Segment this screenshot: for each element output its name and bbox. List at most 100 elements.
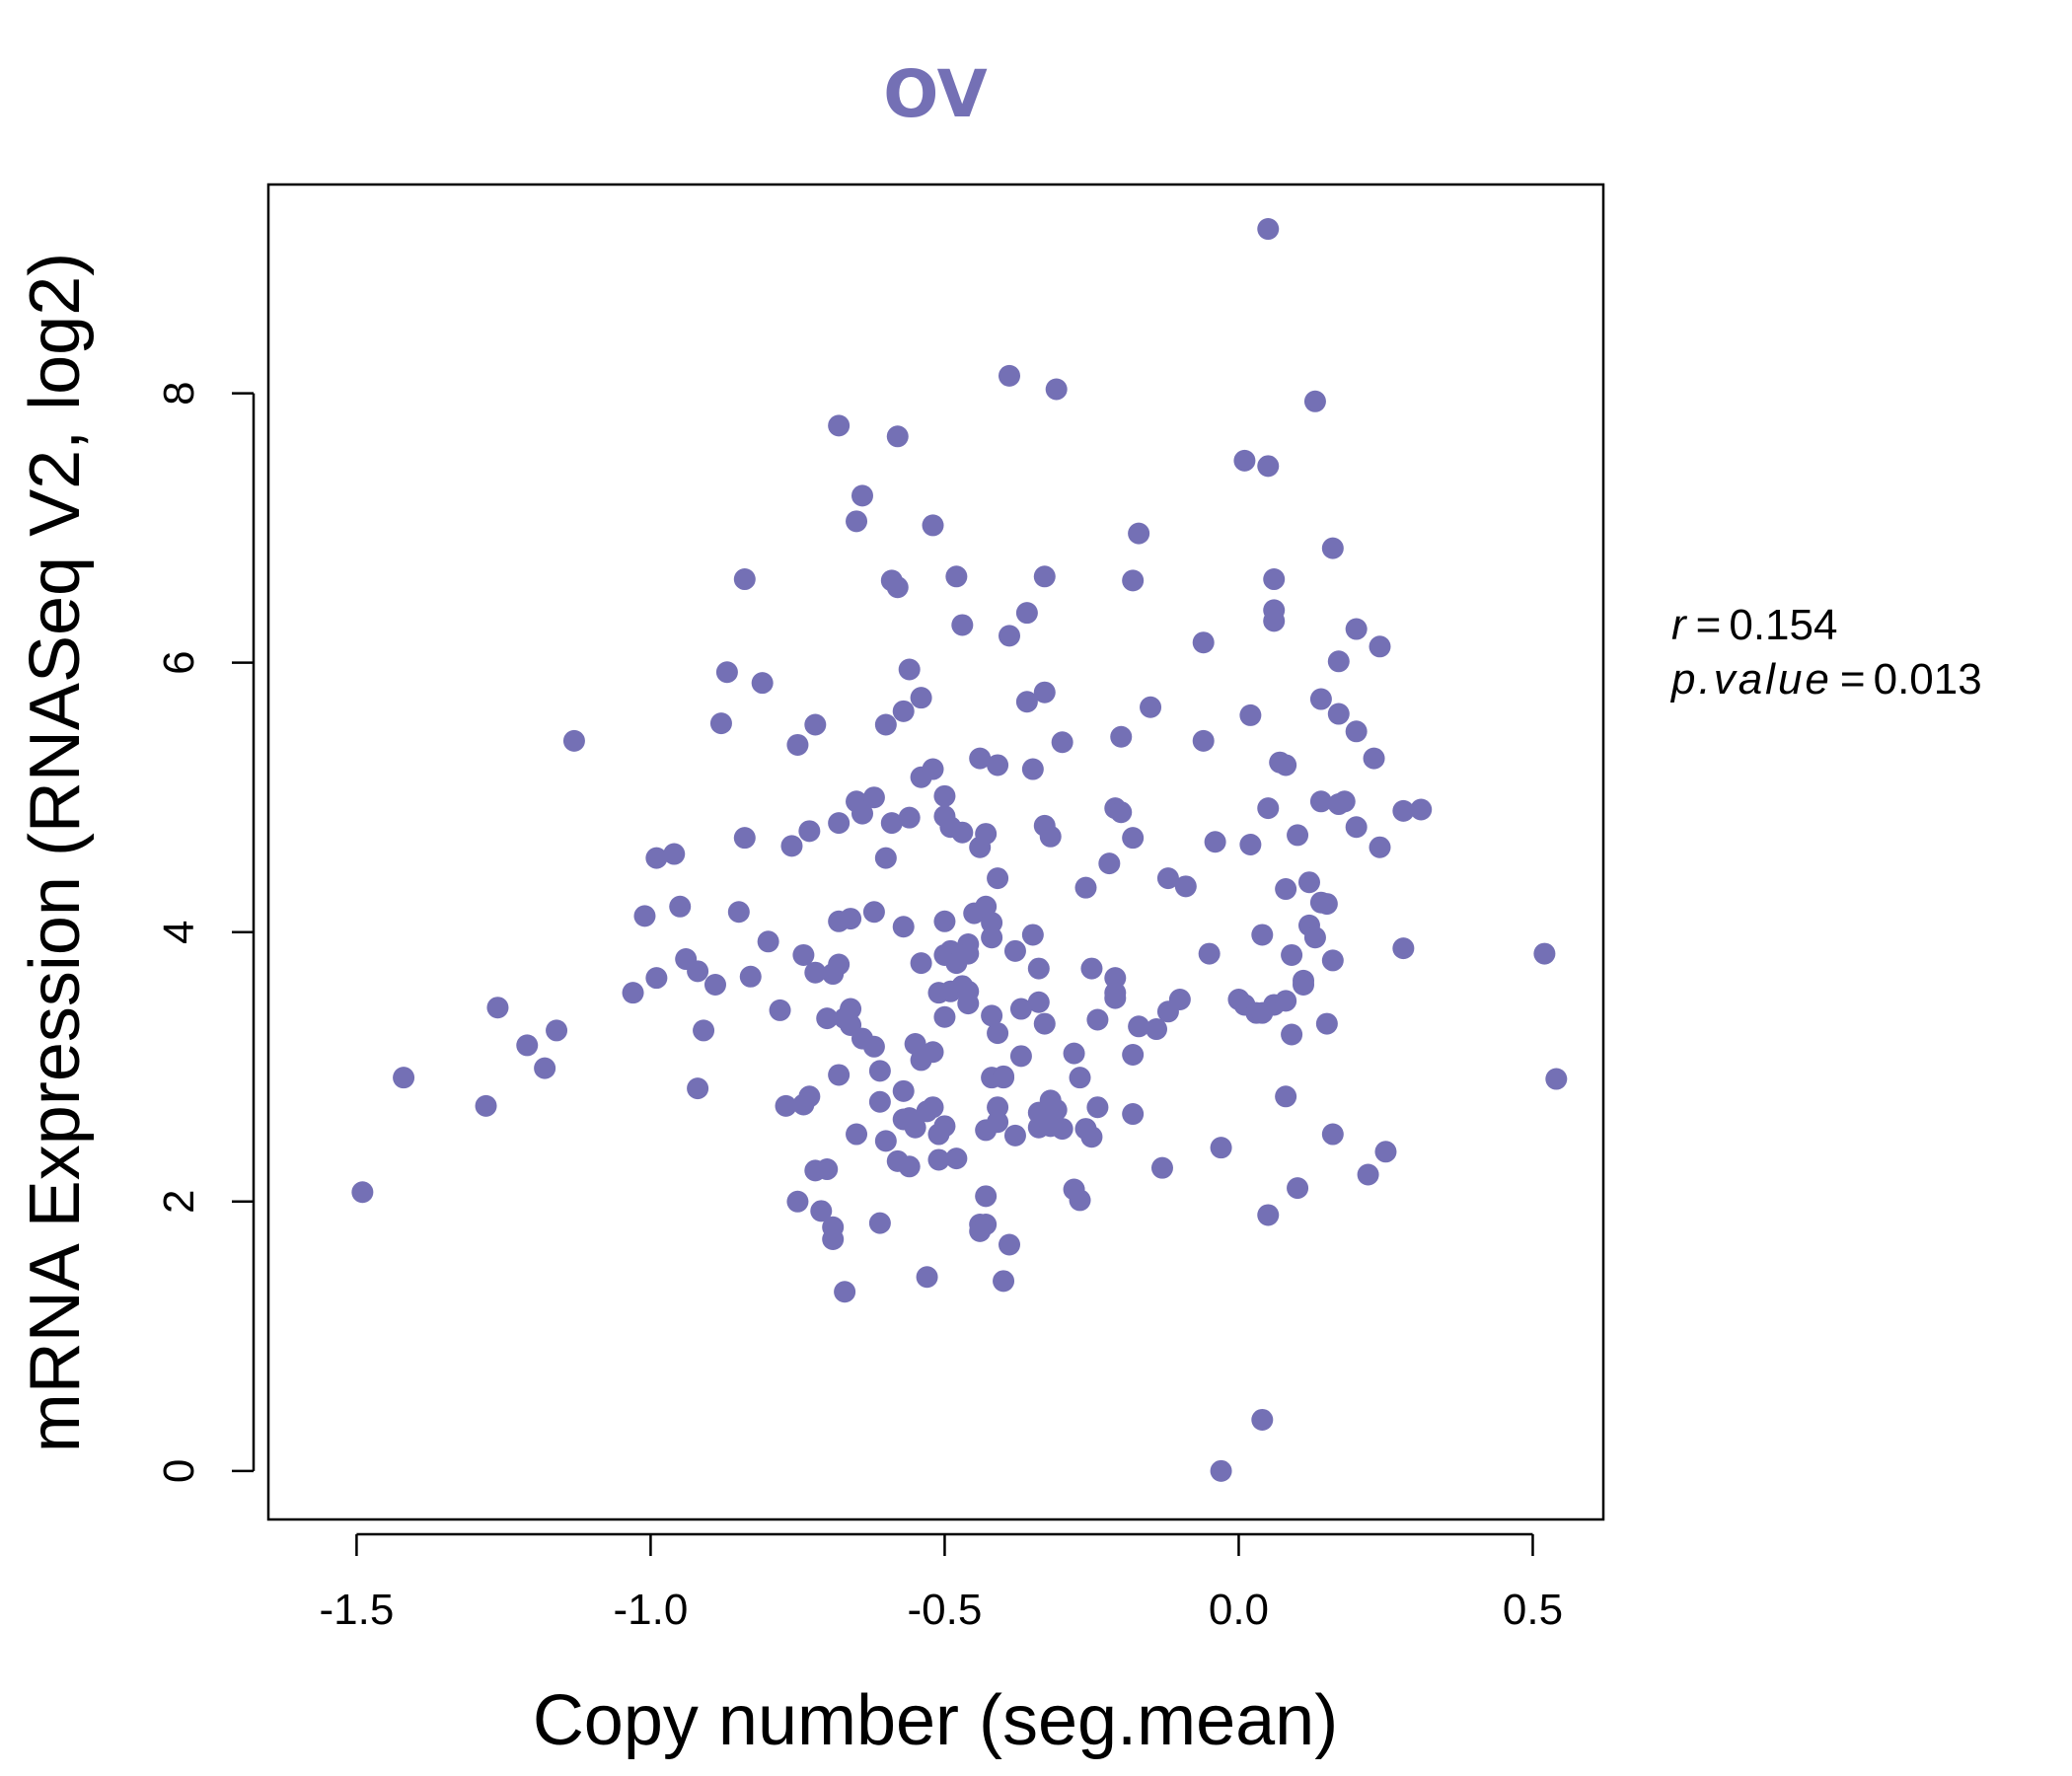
y-axis-title: mRNA Expression (RNASeq V2, log2): [16, 253, 95, 1452]
data-point: [828, 812, 851, 835]
x-tick-label: 0.0: [1209, 1586, 1269, 1634]
data-point: [1104, 982, 1127, 1004]
data-point: [775, 1094, 797, 1117]
data-point: [892, 1079, 915, 1102]
data-point: [1303, 926, 1326, 949]
data-point: [969, 747, 992, 770]
y-axis: 0 2 4 6 8: [155, 381, 256, 1483]
data-point: [1257, 797, 1280, 820]
data-point: [868, 1212, 891, 1234]
data-point: [1021, 924, 1044, 946]
data-point: [1146, 1018, 1168, 1041]
data-point: [957, 942, 980, 965]
data-point: [792, 943, 815, 966]
data-point: [1122, 827, 1145, 850]
data-point: [1210, 1459, 1232, 1482]
data-point: [1168, 988, 1191, 1010]
data-point: [999, 364, 1021, 387]
data-point: [828, 414, 851, 437]
data-point: [739, 965, 762, 988]
correlation-annotation: r = 0.154 p.value = 0.013: [1669, 601, 1982, 703]
data-point: [393, 1067, 415, 1089]
data-point: [1263, 568, 1286, 591]
data-point: [945, 1147, 968, 1170]
data-point: [516, 1034, 539, 1057]
p-value: 0.013: [1874, 655, 1982, 703]
data-point: [1287, 1177, 1309, 1200]
data-point: [486, 997, 509, 1019]
data-point: [933, 910, 956, 932]
data-point: [1327, 650, 1350, 673]
data-point: [916, 1266, 938, 1289]
data-point: [1233, 449, 1256, 472]
data-point: [1110, 801, 1133, 824]
data-point: [351, 1181, 374, 1204]
data-point: [1281, 1023, 1303, 1046]
data-point: [1315, 1012, 1338, 1035]
data-point: [1321, 949, 1344, 972]
data-point: [546, 1019, 568, 1042]
data-point: [645, 967, 668, 990]
data-point: [840, 998, 862, 1020]
data-points: [351, 218, 1568, 1482]
data-point: [798, 1085, 821, 1108]
data-point: [1345, 618, 1368, 640]
data-point: [892, 916, 915, 938]
data-point: [1192, 729, 1215, 752]
data-point: [1369, 635, 1391, 658]
data-point: [981, 1004, 1003, 1027]
data-point: [1321, 1123, 1344, 1146]
data-point: [687, 1077, 709, 1100]
data-point: [1080, 957, 1103, 980]
data-point: [987, 1111, 1009, 1134]
data-point: [645, 847, 668, 869]
data-point: [874, 1130, 897, 1152]
p-equals: =: [1840, 655, 1866, 703]
data-point: [880, 812, 903, 835]
data-point: [1122, 569, 1145, 592]
data-point: [898, 1155, 921, 1178]
data-point: [846, 1123, 868, 1146]
data-point: [769, 999, 791, 1021]
x-tick-label: -1.5: [319, 1586, 394, 1634]
p-annotation: p.value = 0.013: [1669, 655, 1982, 703]
data-point: [1150, 1156, 1173, 1179]
data-point: [922, 1041, 944, 1064]
data-point: [1333, 790, 1356, 813]
data-point: [993, 1270, 1015, 1293]
data-point: [1192, 631, 1215, 654]
data-point: [975, 1214, 998, 1236]
data-point: [1069, 1067, 1091, 1089]
data-point: [1128, 1015, 1150, 1038]
r-label: r: [1671, 601, 1688, 649]
data-point: [999, 1233, 1021, 1256]
data-point: [786, 1190, 809, 1213]
data-point: [1251, 924, 1274, 946]
data-point: [1257, 455, 1280, 478]
data-point: [1033, 1012, 1056, 1035]
data-point: [1257, 1204, 1280, 1226]
data-point: [1045, 1098, 1068, 1121]
data-point: [886, 576, 909, 599]
data-point: [874, 847, 897, 869]
data-point: [834, 1281, 856, 1303]
data-point: [892, 700, 915, 722]
data-point: [669, 895, 692, 918]
x-axis: -1.5 -1.0 -0.5 0.0 0.5: [319, 1532, 1563, 1634]
data-point: [1039, 825, 1062, 848]
data-point: [987, 867, 1009, 890]
data-point: [933, 1005, 956, 1028]
y-tick-label: 0: [155, 1459, 203, 1483]
data-point: [1392, 937, 1415, 960]
data-point: [1069, 1189, 1091, 1212]
data-point: [945, 565, 968, 588]
data-point: [862, 1035, 885, 1058]
data-point: [1345, 816, 1368, 839]
data-point: [1545, 1068, 1568, 1090]
data-point: [562, 729, 585, 752]
data-point: [733, 568, 756, 591]
data-point: [1327, 703, 1350, 725]
data-point: [1275, 1085, 1297, 1108]
